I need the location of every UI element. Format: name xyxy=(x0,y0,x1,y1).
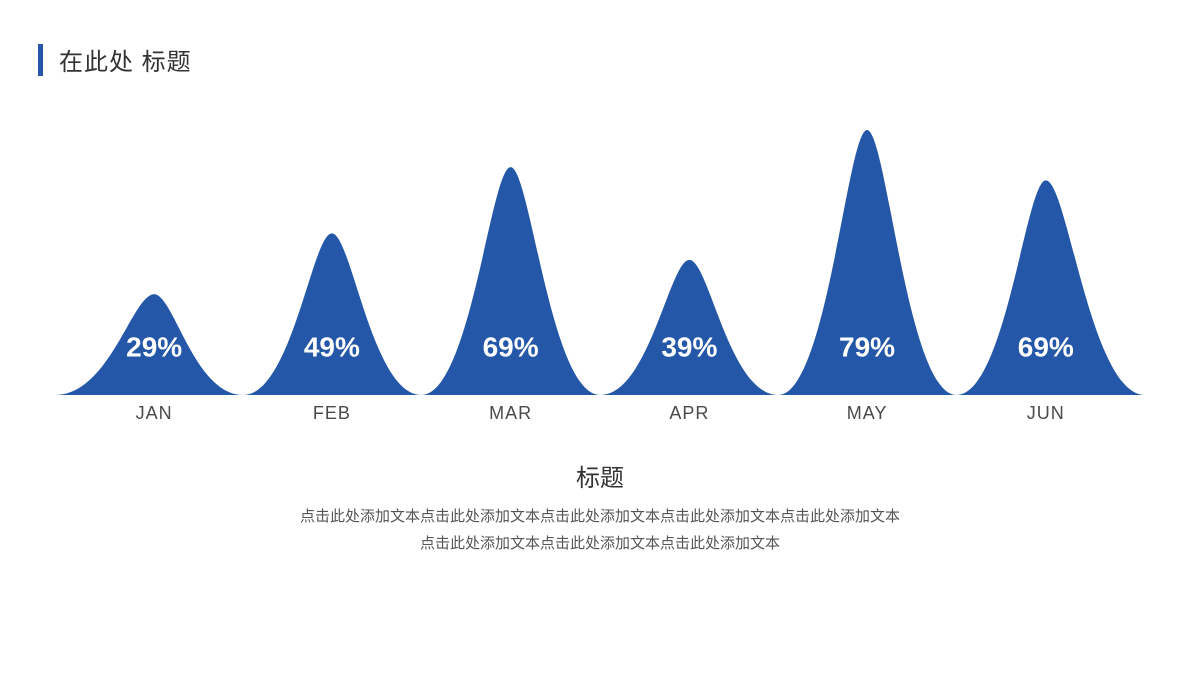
peak-value-4: 79% xyxy=(839,332,895,363)
chart-svg: 29% 49% 69% 39% 79% 69% xyxy=(55,130,1145,395)
peak-value-0: 29% xyxy=(126,332,182,363)
month-label-jan: JAN xyxy=(136,403,173,424)
header: 在此处 标题 xyxy=(38,42,192,77)
month-label-mar: MAR xyxy=(489,403,532,424)
month-axis: JAN FEB MAR APR MAY JUN xyxy=(55,403,1145,433)
page-title: 在此处 标题 xyxy=(59,42,192,77)
footer-block: 标题 点击此处添加文本点击此处添加文本点击此处添加文本点击此处添加文本点击此处添… xyxy=(0,458,1200,557)
footer-title: 标题 xyxy=(0,458,1200,493)
peak-value-1: 49% xyxy=(304,332,360,363)
footer-body: 点击此处添加文本点击此处添加文本点击此处添加文本点击此处添加文本点击此处添加文本… xyxy=(0,503,1200,557)
peak-value-5: 69% xyxy=(1018,332,1074,363)
title-accent-bar xyxy=(38,44,43,76)
peak-value-3: 39% xyxy=(661,332,717,363)
month-label-feb: FEB xyxy=(313,403,351,424)
peak-value-2: 69% xyxy=(483,332,539,363)
peaks-fill xyxy=(55,130,1145,395)
month-label-apr: APR xyxy=(669,403,709,424)
peaks-chart: 29% 49% 69% 39% 79% 69% xyxy=(55,130,1145,395)
month-label-may: MAY xyxy=(847,403,888,424)
month-label-jun: JUN xyxy=(1027,403,1065,424)
footer-line-1: 点击此处添加文本点击此处添加文本点击此处添加文本点击此处添加文本点击此处添加文本 xyxy=(300,508,900,525)
footer-line-2: 点击此处添加文本点击此处添加文本点击此处添加文本 xyxy=(420,535,780,552)
